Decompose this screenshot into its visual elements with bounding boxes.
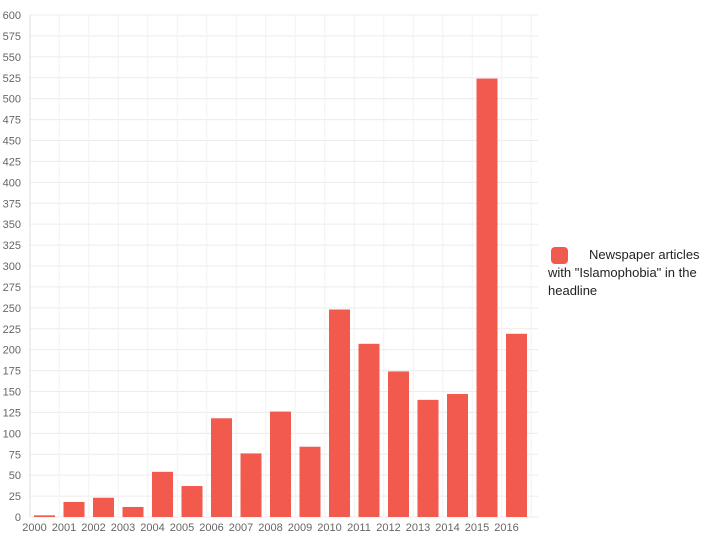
x-axis: 2000 2001 2002 2003 2004 2005 2006 2007 2008 2009…	[22, 522, 518, 534]
bar-2010	[329, 309, 350, 517]
y-tick-label: 350	[3, 219, 21, 231]
y-tick-label: 300	[3, 261, 21, 273]
bar-2013	[417, 399, 439, 517]
x-tick-label: 2006	[199, 522, 223, 534]
y-tick-label: 475	[3, 115, 21, 127]
bar-2006	[211, 418, 232, 517]
bar-2015	[476, 78, 498, 517]
x-tick-label: 2012	[376, 522, 400, 534]
x-tick-label: 2009	[288, 522, 312, 534]
bar-2001	[63, 501, 85, 517]
legend-label: Newspaper articles with "Islamophobia" i…	[548, 247, 700, 298]
legend: Newspaper articles with "Islamophobia" i…	[548, 246, 718, 300]
bar-2011	[358, 343, 380, 517]
bar-2007	[240, 453, 262, 517]
y-tick-label: 275	[3, 282, 21, 294]
x-tick-label: 2007	[229, 522, 253, 534]
y-tick-label: 25	[9, 491, 21, 503]
x-tick-label: 2016	[494, 522, 518, 534]
y-axis: 0 25 50 75 100 125 150 175 200 225 250 275 300 325 350…	[3, 10, 31, 524]
bar-2004	[152, 471, 173, 517]
bar-2014	[447, 394, 468, 517]
bar-2005	[181, 486, 203, 517]
y-tick-label: 375	[3, 198, 21, 210]
y-tick-label: 75	[9, 449, 21, 461]
x-tick-label: 2008	[258, 522, 282, 534]
bar-2012	[388, 371, 409, 517]
y-tick-label: 425	[3, 156, 21, 168]
bar-2003	[122, 506, 144, 517]
bar-2002	[93, 497, 114, 517]
x-tick-label: 2002	[81, 522, 105, 534]
x-tick-label: 2013	[406, 522, 430, 534]
y-tick-label: 250	[3, 303, 21, 315]
y-tick-label: 125	[3, 407, 21, 419]
y-tick-label: 575	[3, 31, 21, 43]
bar-2016	[506, 333, 527, 517]
y-tick-label: 550	[3, 52, 21, 64]
x-tick-label: 2014	[435, 522, 459, 534]
x-tick-label: 2001	[52, 522, 76, 534]
x-tick-label: 2011	[347, 522, 371, 534]
bars	[34, 78, 527, 517]
y-tick-label: 525	[3, 73, 21, 85]
x-tick-label: 2004	[140, 522, 164, 534]
y-tick-label: 600	[3, 10, 21, 22]
grid-lines	[29, 14, 538, 518]
bar-2009	[299, 446, 321, 517]
legend-swatch	[551, 247, 568, 264]
y-tick-label: 400	[3, 177, 21, 189]
x-tick-label: 2010	[317, 522, 341, 534]
x-tick-label: 2005	[170, 522, 194, 534]
bar-2000	[34, 515, 55, 517]
y-tick-label: 150	[3, 387, 21, 399]
y-tick-label: 175	[3, 366, 21, 378]
y-tick-label: 450	[3, 136, 21, 148]
y-tick-label: 0	[15, 512, 21, 524]
y-tick-label: 100	[3, 428, 21, 440]
y-tick-label: 200	[3, 345, 21, 357]
x-tick-label: 2000	[22, 522, 46, 534]
y-tick-label: 50	[9, 470, 21, 482]
y-tick-label: 325	[3, 240, 21, 252]
x-tick-label: 2015	[465, 522, 489, 534]
y-tick-label: 225	[3, 324, 21, 336]
x-tick-label: 2003	[111, 522, 135, 534]
bar-2008	[270, 411, 291, 517]
y-tick-label: 500	[3, 94, 21, 106]
